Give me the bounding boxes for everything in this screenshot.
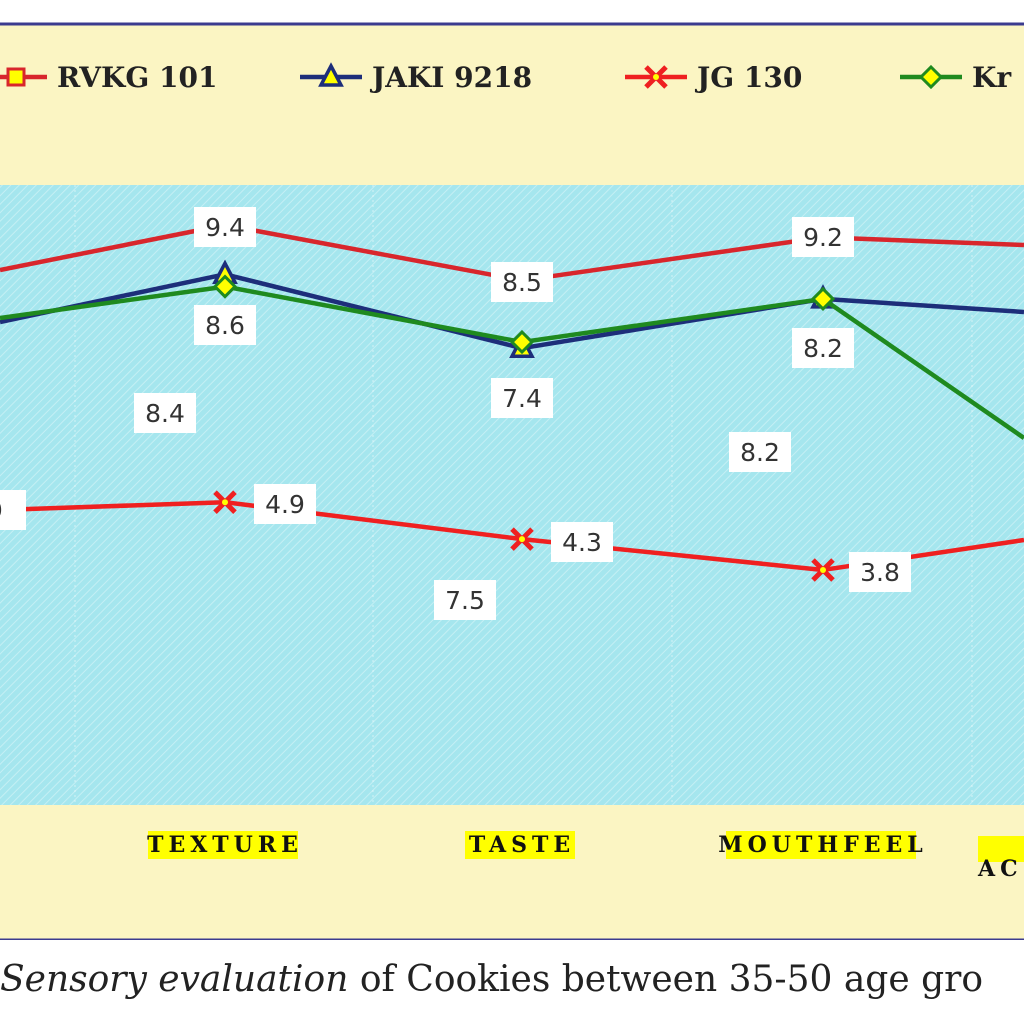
legend-item-jg-130: JG 130 [625, 61, 802, 94]
legend-marker-jg-130 [644, 65, 668, 89]
caption-text: of Cookies between 35-50 age gro [348, 959, 984, 1000]
data-label-jaki-9218-1: 8.6 [194, 305, 256, 345]
data-label-jg-130-1: 4.9 [254, 484, 316, 524]
data-label-rvkg-101-2: 8.5 [491, 262, 553, 302]
data-label-jaki-9218-3: 8.2 [792, 328, 854, 368]
svg-text:7.5: 7.5 [445, 586, 485, 615]
svg-text:9.4: 9.4 [205, 213, 245, 242]
data-label-jg-130-2: 4.3 [551, 522, 613, 562]
point-jg-130-2 [510, 527, 534, 551]
data-label-rvkg-101-1: 9.4 [194, 207, 256, 247]
data-label-kr-3: 8.2 [729, 432, 791, 472]
data-label-kr-1: 8.4 [134, 393, 196, 433]
category-label-4: AC [977, 836, 1024, 882]
category-label-1: TEXTURE [147, 831, 303, 859]
svg-text:AC: AC [977, 856, 1023, 882]
legend-label-jaki-9218: JAKI 9218 [369, 61, 532, 94]
data-label-rvkg-101-3: 9.2 [792, 217, 854, 257]
point-kr-3 [810, 286, 836, 312]
legend-label-rvkg-101: RVKG 101 [57, 61, 217, 94]
svg-text:7.4: 7.4 [502, 384, 542, 413]
data-label-kr-2: 7.5 [434, 580, 496, 620]
line-chart: 9.4 8.5 9.2 8.6 7.4 8.2 9 4.9 4.3 3.8 8.4 7.5 8.2 RV… [0, 22, 1024, 940]
legend-label-kr: Kr [972, 61, 1012, 94]
svg-text:8.2: 8.2 [740, 438, 780, 467]
legend-item-rvkg-101: RVKG 101 [0, 61, 217, 94]
category-label-2: TASTE [465, 831, 575, 859]
caption-italic: Sensory evaluation [0, 959, 349, 1000]
point-kr-1 [212, 274, 238, 299]
legend-item-kr: Kr [900, 61, 1012, 94]
svg-text:8.4: 8.4 [145, 399, 185, 428]
point-kr-2 [509, 329, 535, 355]
svg-text:4.3: 4.3 [562, 528, 602, 557]
legend-marker-rvkg-101 [6, 67, 26, 87]
legend-marker-jaki-9218 [318, 62, 344, 87]
point-jg-130-3 [811, 558, 835, 582]
svg-text:MOUTHFEEL: MOUTHFEEL [718, 832, 927, 858]
data-label-jg-130-3: 3.8 [849, 552, 911, 592]
svg-text:9: 9 [0, 496, 3, 525]
svg-text:TEXTURE: TEXTURE [147, 832, 303, 858]
svg-text:3.8: 3.8 [860, 558, 900, 587]
category-label-3: MOUTHFEEL [718, 831, 927, 859]
svg-text:9.2: 9.2 [803, 223, 843, 252]
point-jg-130-1 [213, 490, 237, 514]
legend-marker-kr [918, 64, 944, 90]
svg-text:8.5: 8.5 [502, 268, 542, 297]
legend-label-jg-130: JG 130 [694, 61, 802, 94]
data-label-jg-130-0: 9 [0, 490, 26, 530]
legend-item-jaki-9218: JAKI 9218 [300, 61, 532, 94]
svg-text:8.6: 8.6 [205, 311, 245, 340]
svg-text:TASTE: TASTE [469, 832, 575, 858]
data-label-jaki-9218-2: 7.4 [491, 378, 553, 418]
svg-text:4.9: 4.9 [265, 490, 305, 519]
figure-caption: Sensory evaluation of Cookies between 35… [0, 948, 1024, 1012]
svg-text:8.2: 8.2 [803, 334, 843, 363]
